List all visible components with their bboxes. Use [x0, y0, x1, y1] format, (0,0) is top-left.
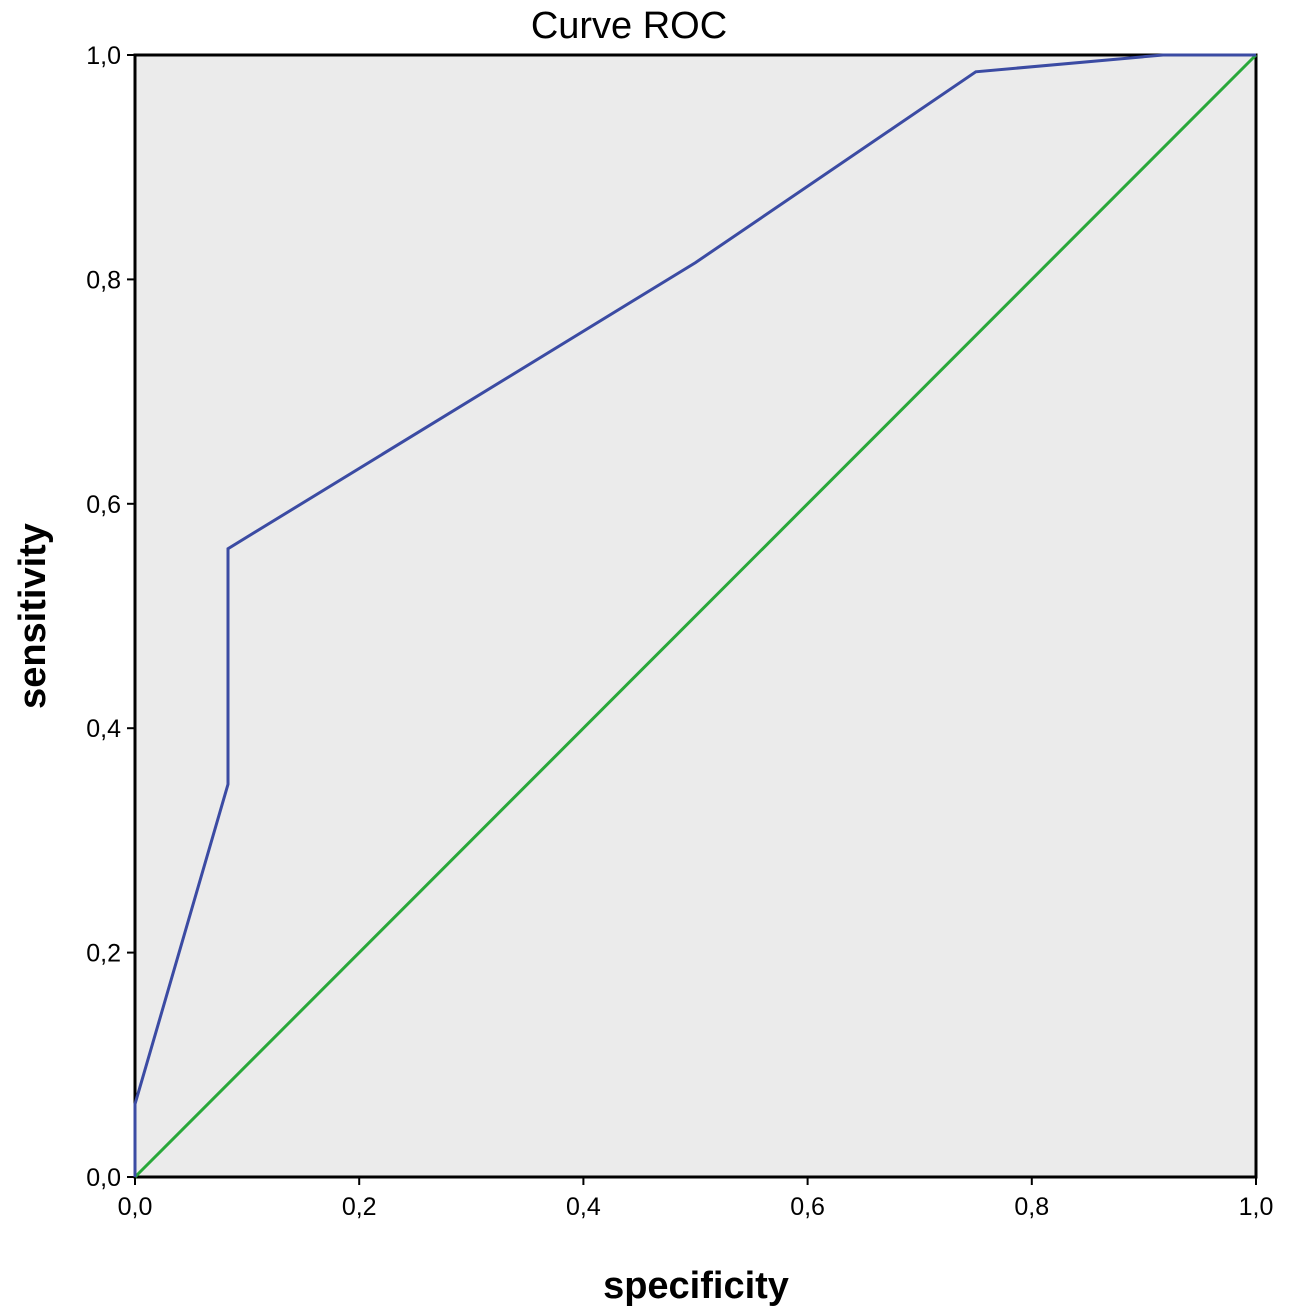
y-axis: 0,0 0,2 0,4 0,6 0,8 1,0 [86, 42, 135, 1192]
x-axis-title: specificity [603, 1265, 789, 1307]
y-tick-label: 0,2 [86, 940, 121, 968]
x-tick-label: 0,6 [790, 1193, 825, 1221]
y-tick-label: 0,4 [86, 715, 121, 743]
x-axis: 0,0 0,2 0,4 0,6 0,8 1,0 [118, 1177, 1274, 1221]
x-tick-label: 0,8 [1014, 1193, 1049, 1221]
x-tick-label: 0,2 [342, 1193, 377, 1221]
y-axis-title: sensitivity [12, 523, 54, 709]
y-tick-label: 0,0 [86, 1164, 121, 1192]
x-tick-label: 0,0 [118, 1193, 153, 1221]
roc-curve-line [133, 53, 1256, 1177]
y-tick-label: 0,6 [86, 491, 121, 519]
y-tick-label: 0,8 [86, 266, 121, 294]
chart-title: Curve ROC [531, 5, 727, 47]
x-tick-label: 0,4 [566, 1193, 601, 1221]
series-layer [133, 53, 1258, 1179]
reference-diagonal-line [133, 53, 1258, 1179]
x-tick-label: 1,0 [1239, 1193, 1274, 1221]
y-tick-label: 1,0 [86, 42, 121, 70]
